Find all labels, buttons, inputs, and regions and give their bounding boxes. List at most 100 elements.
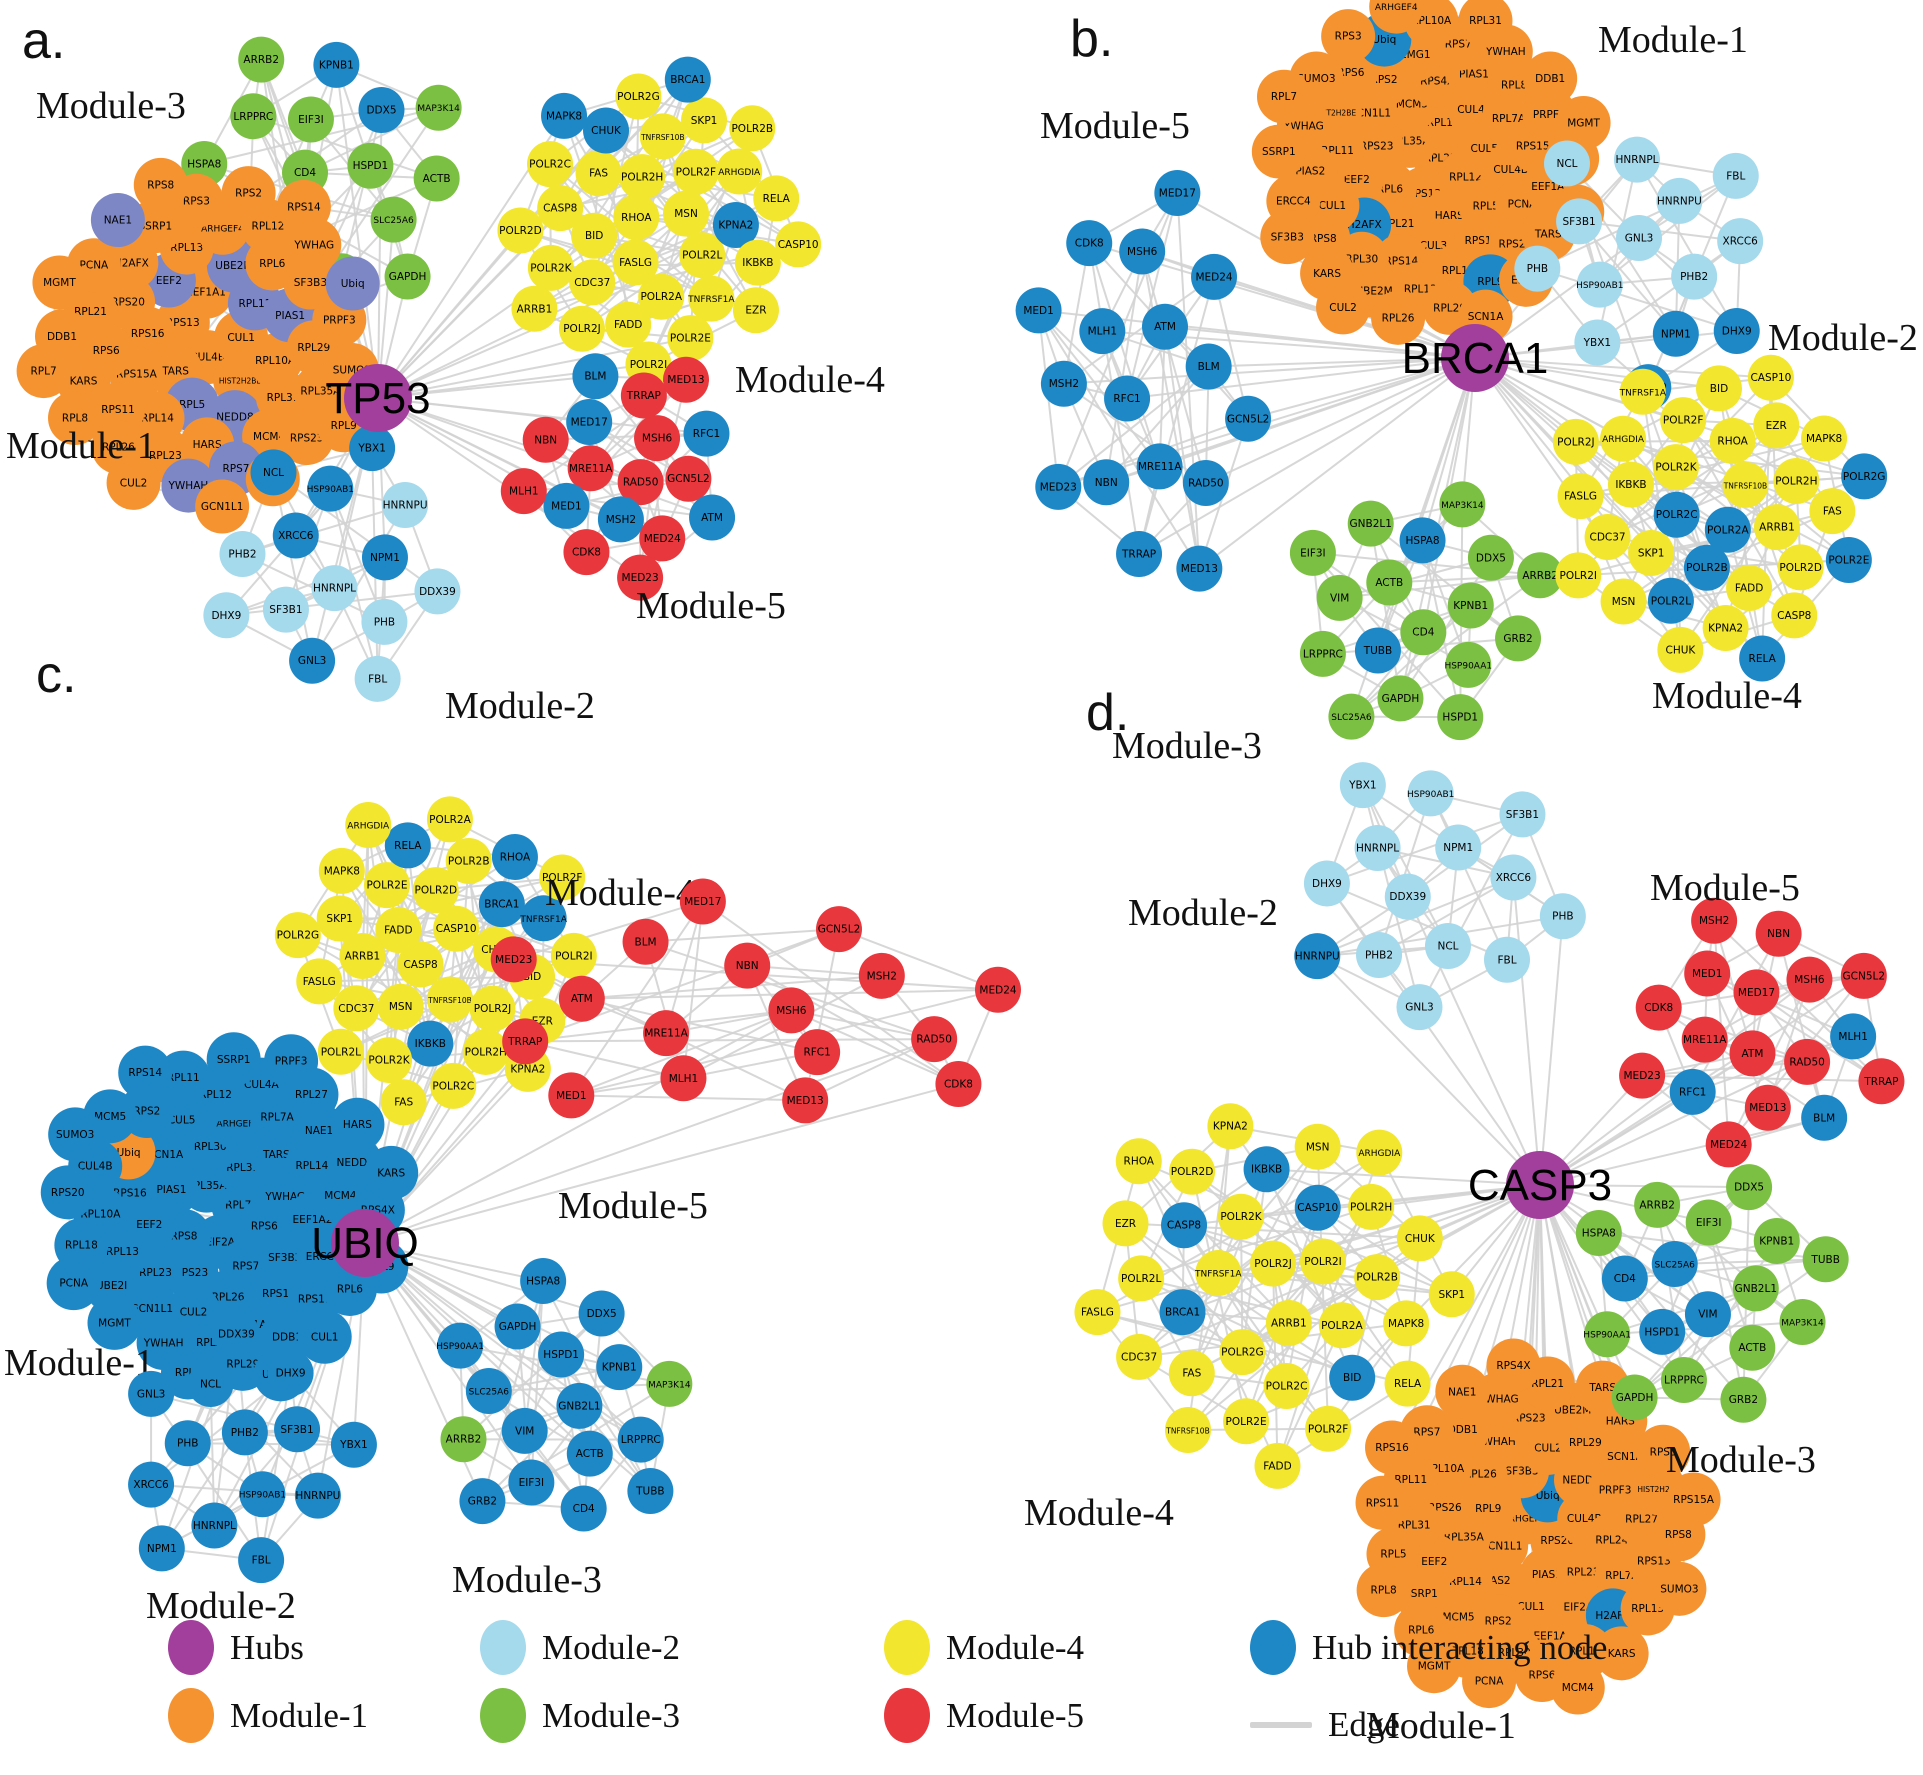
node-circle[interactable] — [1755, 910, 1802, 957]
node-circle[interactable] — [32, 255, 87, 310]
node-circle[interactable] — [1660, 1357, 1707, 1404]
node-circle[interactable] — [975, 966, 1022, 1013]
node-circle[interactable] — [206, 1032, 261, 1087]
node-NBN[interactable]: NBN — [522, 416, 569, 463]
node-GRB2[interactable]: GRB2 — [1720, 1376, 1767, 1423]
node-RFC1[interactable]: RFC1 — [794, 1029, 841, 1076]
node-circle[interactable] — [617, 459, 664, 506]
node-circle[interactable] — [1256, 69, 1311, 124]
node-circle[interactable] — [462, 1028, 509, 1075]
node-SF3B1[interactable]: SF3B1 — [1556, 198, 1603, 245]
node-circle[interactable] — [1428, 1271, 1475, 1318]
node-circle[interactable] — [566, 399, 613, 446]
node-circle[interactable] — [297, 1309, 352, 1364]
node-HSPA8[interactable]: HSPA8 — [520, 1258, 567, 1305]
node-circle[interactable] — [106, 455, 161, 510]
node-GNL3[interactable]: GNL3 — [128, 1370, 175, 1417]
node-circle[interactable] — [440, 1416, 487, 1463]
node-circle[interactable] — [413, 155, 460, 202]
node-circle[interactable] — [1321, 9, 1376, 64]
node-circle[interactable] — [264, 1034, 319, 1089]
node-circle[interactable] — [437, 1322, 484, 1369]
node-circle[interactable] — [502, 1018, 549, 1065]
node-circle[interactable] — [619, 154, 666, 201]
node-circle[interactable] — [1825, 536, 1872, 583]
node-SLC25A6[interactable]: SLC25A6 — [1651, 1241, 1698, 1288]
node-MED1[interactable]: MED1 — [1015, 287, 1062, 334]
node-ARHGDIA[interactable]: ARHGDIA — [716, 148, 763, 195]
node-circle[interactable] — [427, 976, 474, 1023]
node-HNRNPU[interactable]: HNRNPU — [1656, 177, 1703, 224]
node-SLC25A6[interactable]: SLC25A6 — [370, 196, 417, 243]
node-MAPK8[interactable]: MAPK8 — [1801, 415, 1848, 462]
node-circle[interactable] — [1263, 1363, 1310, 1410]
node-NPM1[interactable]: NPM1 — [361, 534, 408, 581]
node-circle[interactable] — [1458, 0, 1513, 48]
node-RPS2[interactable]: RPS2 — [221, 166, 276, 221]
node-MSH6[interactable]: MSH6 — [634, 415, 681, 462]
node-circle[interactable] — [1722, 461, 1769, 508]
node-MED17[interactable]: MED17 — [679, 878, 726, 925]
node-MED1[interactable]: MED1 — [1684, 950, 1731, 997]
node-circle[interactable] — [239, 1471, 286, 1518]
node-KPNB1[interactable]: KPNB1 — [313, 41, 360, 88]
node-CHUK[interactable]: CHUK — [583, 107, 630, 154]
node-POLR2H[interactable]: POLR2H — [462, 1028, 509, 1075]
node-circle[interactable] — [1316, 574, 1363, 621]
node-circle[interactable] — [663, 190, 710, 237]
node-RPL7[interactable]: RPL7 — [16, 344, 71, 399]
node-ATM[interactable]: ATM — [1141, 303, 1188, 350]
node-circle[interactable] — [664, 56, 711, 103]
node-circle[interactable] — [412, 867, 459, 914]
node-circle[interactable] — [358, 87, 405, 134]
node-circle[interactable] — [1830, 1013, 1877, 1060]
node-PHB[interactable]: PHB — [1539, 893, 1586, 940]
node-circle[interactable] — [1355, 1475, 1410, 1530]
node-MSN[interactable]: MSN — [663, 190, 710, 237]
node-CD4[interactable]: CD4 — [1601, 1255, 1648, 1302]
node-circle[interactable] — [40, 1165, 95, 1220]
node-circle[interactable] — [349, 425, 396, 472]
node-circle[interactable] — [1639, 1308, 1686, 1355]
node-circle[interactable] — [858, 952, 905, 999]
node-MSH2[interactable]: MSH2 — [1040, 360, 1087, 407]
node-circle[interactable] — [1260, 210, 1315, 265]
node-circle[interactable] — [238, 1537, 285, 1584]
node-circle[interactable] — [1709, 417, 1756, 464]
node-PHB[interactable]: PHB — [361, 598, 408, 645]
node-GNL3[interactable]: GNL3 — [1396, 984, 1443, 1031]
node-circle[interactable] — [330, 1097, 385, 1152]
node-circle[interactable] — [1462, 1654, 1517, 1709]
node-BLM[interactable]: BLM — [622, 918, 669, 965]
node-circle[interactable] — [1733, 969, 1780, 1016]
node-POLR2J[interactable]: POLR2J — [469, 985, 516, 1032]
node-MSN[interactable]: MSN — [1600, 578, 1647, 625]
node-circle[interactable] — [1356, 1563, 1411, 1618]
node-circle[interactable] — [1159, 1289, 1206, 1336]
node-circle[interactable] — [558, 305, 605, 352]
node-circle[interactable] — [1371, 290, 1426, 345]
node-circle[interactable] — [364, 862, 411, 909]
node-EZR[interactable]: EZR — [1102, 1200, 1149, 1247]
node-KPNA2[interactable]: KPNA2 — [1207, 1103, 1254, 1150]
node-POLR2K[interactable]: POLR2K — [1218, 1193, 1265, 1240]
node-circle[interactable] — [572, 353, 619, 400]
node-circle[interactable] — [1729, 1324, 1776, 1371]
node-RFC1[interactable]: RFC1 — [683, 410, 730, 457]
node-IKBKB[interactable]: IKBKB — [407, 1020, 454, 1067]
node-CDK8[interactable]: CDK8 — [1635, 984, 1682, 1031]
node-EIF3I[interactable]: EIF3I — [287, 96, 334, 143]
node-circle[interactable] — [1619, 368, 1666, 415]
node-CASP8[interactable]: CASP8 — [1771, 592, 1818, 639]
node-NPM1[interactable]: NPM1 — [138, 1525, 185, 1572]
node-circle[interactable] — [1809, 488, 1856, 535]
node-circle[interactable] — [1704, 506, 1751, 553]
node-RFC1[interactable]: RFC1 — [1104, 375, 1151, 422]
node-circle[interactable] — [1666, 1472, 1721, 1527]
node-BRCA1[interactable]: BRCA1 — [664, 56, 711, 103]
node-circle[interactable] — [1576, 261, 1623, 308]
node-POLR2F[interactable]: POLR2F — [1305, 1405, 1352, 1452]
node-circle[interactable] — [1732, 1265, 1779, 1312]
node-POLR2F[interactable]: POLR2F — [672, 148, 719, 195]
node-circle[interactable] — [527, 141, 574, 188]
